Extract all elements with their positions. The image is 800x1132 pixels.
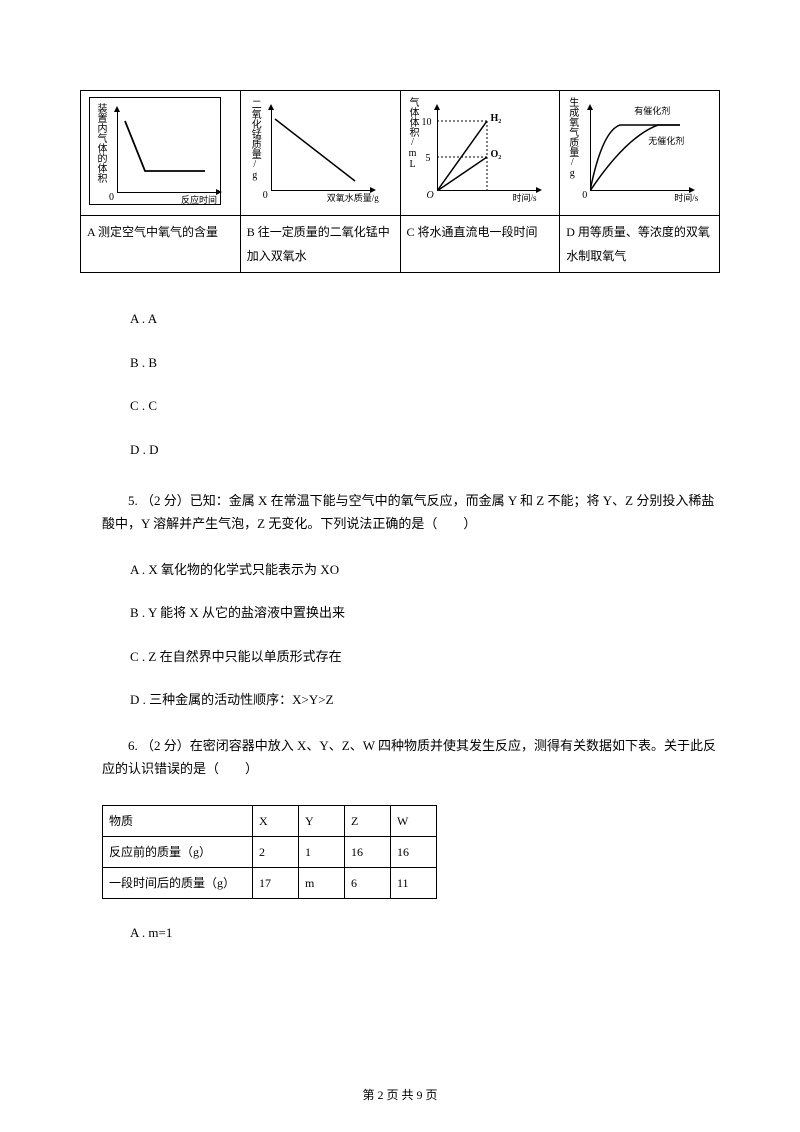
- chart-a-origin: 0: [109, 190, 114, 205]
- q4-choices: A . A B . B C . C D . D: [80, 309, 720, 459]
- page-footer: 第 2 页 共 9 页: [0, 1086, 800, 1104]
- chart-d-desc: D 用等质量、等浓度的双氧水制取氧气: [560, 216, 720, 273]
- q6-text: 6. （2 分）在密闭容器中放入 X、Y、Z、W 四种物质并使其发生反应，测得有…: [80, 734, 720, 781]
- chart-c-h2: H₂: [491, 111, 502, 126]
- th-3: Z: [345, 805, 391, 836]
- q5-choice-a: A . X 氧化物的化学式只能表示为 XO: [80, 560, 720, 580]
- chart-d: 生成氧气质量/g 有催化剂 无催化剂 0 时间/s: [566, 95, 713, 211]
- chart-figure-table: 装置内气体的体积 0 反应时间 二氧化锰质量/g 0 双氧水质量/g: [80, 90, 720, 273]
- r1c2: 1: [299, 836, 345, 867]
- chart-d-label1: 有催化剂: [634, 105, 670, 119]
- r1c1: 2: [253, 836, 299, 867]
- chart-a: 装置内气体的体积 0 反应时间: [87, 95, 234, 211]
- chart-d-origin: 0: [582, 188, 587, 203]
- chart-d-xlabel: 时间/s: [674, 192, 698, 206]
- chart-a-desc: A 测定空气中氧气的含量: [81, 216, 241, 273]
- q6-data-table: 物质 X Y Z W 反应前的质量（g） 2 1 16 16 一段时间后的质量（…: [102, 805, 437, 899]
- r2c0: 一段时间后的质量（g）: [103, 867, 253, 898]
- chart-d-lines: [590, 107, 698, 191]
- q5-choice-b: B . Y 能将 X 从它的盐溶液中置换出来: [80, 603, 720, 623]
- chart-c-xlabel: 时间/s: [512, 192, 536, 206]
- th-4: W: [391, 805, 437, 836]
- chart-d-label2: 无催化剂: [648, 135, 684, 149]
- chart-a-line: [117, 113, 215, 193]
- q4-choice-c: C . C: [130, 396, 720, 416]
- chart-c: 气体体积/mL 10 5 H₂ O₂ O 时间/s: [407, 95, 554, 211]
- q4-choice-d: D . D: [130, 440, 720, 460]
- chart-b-desc: B 往一定质量的二氧化锰中加入双氧水: [240, 216, 400, 273]
- r1c4: 16: [391, 836, 437, 867]
- chart-a-xlabel: 反应时间: [181, 194, 217, 208]
- chart-b: 二氧化锰质量/g 0 双氧水质量/g: [247, 95, 394, 211]
- r1c0: 反应前的质量（g）: [103, 836, 253, 867]
- chart-c-tick10: 10: [422, 115, 432, 130]
- chart-c-lines: [437, 107, 537, 191]
- q5-choice-c: C . Z 在自然界中只能以单质形式存在: [80, 647, 720, 667]
- chart-c-ylabel: 气体体积/mL: [407, 97, 418, 170]
- chart-c-origin: O: [427, 188, 434, 203]
- r2c1: 17: [253, 867, 299, 898]
- chart-d-ylabel: 生成氧气质量/g: [566, 97, 577, 179]
- q4-choice-b: B . B: [130, 353, 720, 373]
- chart-b-ylabel: 二氧化锰质量/g: [249, 99, 260, 181]
- chart-b-line: [271, 109, 375, 191]
- chart-c-tick5: 5: [426, 151, 431, 166]
- chart-c-o2: O₂: [491, 147, 502, 162]
- chart-b-origin: 0: [263, 188, 268, 203]
- q5-choice-d: D . 三种金属的活动性顺序：X>Y>Z: [80, 690, 720, 710]
- q4-choice-a: A . A: [130, 309, 720, 329]
- q6-choice-a: A . m=1: [80, 923, 720, 943]
- q5-text: 5. （2 分）已知：金属 X 在常温下能与空气中的氧气反应，而金属 Y 和 Z…: [80, 489, 720, 536]
- r2c3: 6: [345, 867, 391, 898]
- th-0: 物质: [103, 805, 253, 836]
- chart-a-ylabel: 装置内气体的体积: [95, 103, 106, 183]
- chart-c-desc: C 将水通直流电一段时间: [400, 216, 560, 273]
- th-1: X: [253, 805, 299, 836]
- r2c2: m: [299, 867, 345, 898]
- r1c3: 16: [345, 836, 391, 867]
- chart-b-xlabel: 双氧水质量/g: [327, 192, 379, 206]
- th-2: Y: [299, 805, 345, 836]
- r2c4: 11: [391, 867, 437, 898]
